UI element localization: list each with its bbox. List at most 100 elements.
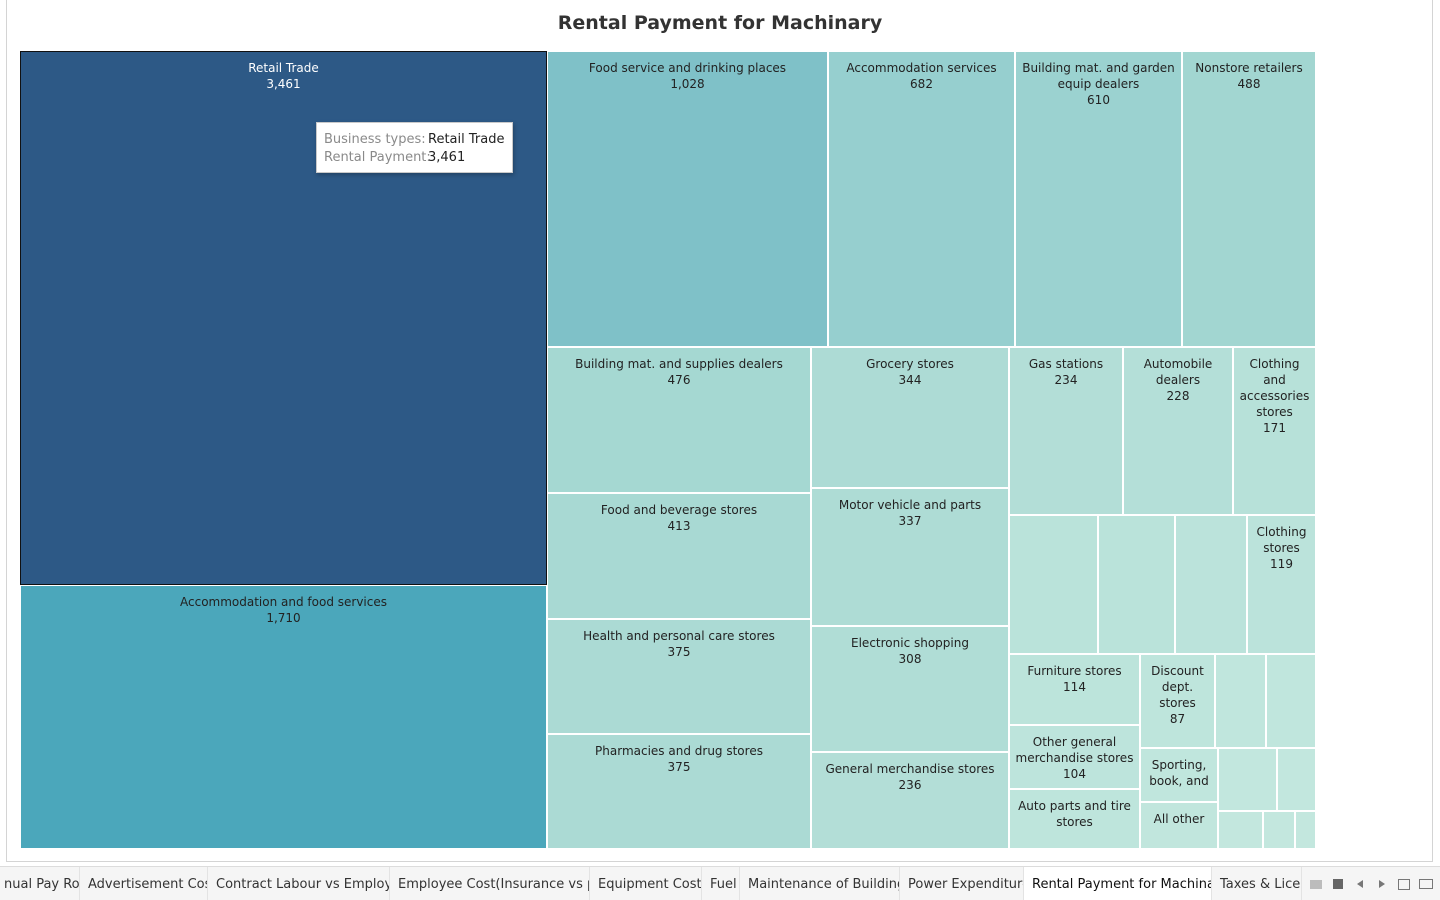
presentation-icon[interactable] bbox=[1418, 876, 1434, 892]
treemap-cell-health-and-personal-care-stores[interactable]: Health and personal care stores 375 bbox=[547, 619, 811, 734]
treemap-cell-value: 236 bbox=[898, 778, 922, 792]
treemap-cell-sporting-book-and[interactable]: Sporting, book, and bbox=[1140, 748, 1218, 802]
treemap-cell-label: Food service and drinking places bbox=[588, 61, 787, 75]
tab-employee-cost[interactable]: Employee Cost(Insurance vs pe... bbox=[390, 867, 590, 900]
treemap-cell-pharmacies-and-drug-stores[interactable]: Pharmacies and drug stores 375 bbox=[547, 734, 811, 849]
treemap-cell-value: 413 bbox=[667, 519, 691, 533]
treemap-cell-other-general-merchandise-stores[interactable]: Other general merchandise stores 104 bbox=[1009, 725, 1140, 789]
treemap-cell-label: Clothing and accessories stores bbox=[1239, 357, 1310, 419]
treemap-cell-value: 476 bbox=[667, 373, 691, 387]
treemap-cell-label: Accommodation services bbox=[846, 61, 997, 75]
treemap-cell-electronic-shopping[interactable]: Electronic shopping 308 bbox=[811, 626, 1009, 752]
tab-annual-pay-roll[interactable]: nual Pay Roll bbox=[0, 867, 80, 900]
treemap-cell-item-25[interactable] bbox=[1215, 654, 1266, 748]
treemap-cell-value: 344 bbox=[898, 373, 922, 387]
tooltip-value-rental-payment: 3,461 bbox=[428, 150, 466, 165]
tab-equipment-costs[interactable]: Equipment Costs bbox=[590, 867, 702, 900]
treemap-cell-value: 1,710 bbox=[266, 611, 301, 625]
treemap-cell-label: Automobile dealers bbox=[1143, 357, 1213, 387]
treemap-cell-item-18[interactable] bbox=[1098, 515, 1175, 654]
tab-controls bbox=[1302, 867, 1434, 900]
treemap-cell-item-33[interactable] bbox=[1295, 811, 1316, 849]
sheet-tab-bar: nual Pay Roll Advertisement Cost Contrac… bbox=[0, 866, 1440, 900]
treemap-cell-label: Food and beverage stores bbox=[600, 503, 758, 517]
treemap-cell-label: Building mat. and supplies dealers bbox=[575, 357, 783, 371]
treemap-cell-value: 682 bbox=[910, 77, 933, 91]
treemap-cell-label: Accommodation and food services bbox=[180, 595, 387, 609]
treemap-cell-label: Motor vehicle and parts bbox=[838, 498, 982, 512]
treemap-cell-value: 337 bbox=[898, 514, 922, 528]
treemap-cell-automobile-dealers[interactable]: Automobile dealers 228 bbox=[1123, 347, 1233, 515]
treemap-cell-label: Discount dept. stores bbox=[1151, 664, 1204, 710]
treemap-cell-label: Retail Trade bbox=[248, 61, 319, 75]
previous-sheet-icon[interactable] bbox=[1352, 876, 1368, 892]
tab-advertisement-cost[interactable]: Advertisement Cost bbox=[80, 867, 208, 900]
treemap-cell-general-merchandise-stores[interactable]: General merchandise stores 236 bbox=[811, 752, 1009, 849]
treemap-cell-grocery-stores[interactable]: Grocery stores 344 bbox=[811, 347, 1009, 488]
tab-taxes-licenses[interactable]: Taxes & Licen bbox=[1212, 867, 1302, 900]
treemap-cell-value: 234 bbox=[1054, 373, 1078, 387]
tooltip-key-business-type: Business types: bbox=[324, 132, 426, 147]
single-sheet-icon[interactable] bbox=[1330, 876, 1346, 892]
treemap-cell-item-17[interactable] bbox=[1009, 515, 1098, 654]
treemap-cell-item-19[interactable] bbox=[1175, 515, 1247, 654]
treemap-cell-furniture-stores[interactable]: Furniture stores 114 bbox=[1009, 654, 1140, 725]
treemap-cell-label: Building mat. and garden equip dealers bbox=[1022, 61, 1175, 91]
treemap-cell-label: Furniture stores bbox=[1027, 664, 1122, 678]
fullscreen-icon[interactable] bbox=[1396, 876, 1412, 892]
treemap-cell-gas-stations[interactable]: Gas stations 234 bbox=[1009, 347, 1123, 515]
treemap-cell-discount-dept-stores[interactable]: Discount dept. stores 87 bbox=[1140, 654, 1215, 748]
thumbnail-grid-icon[interactable] bbox=[1308, 876, 1324, 892]
treemap-cell-value: 228 bbox=[1166, 389, 1190, 403]
treemap-cell-food-and-beverage-stores[interactable]: Food and beverage stores 413 bbox=[547, 493, 811, 619]
tab-power-expenditure[interactable]: Power Expenditure bbox=[900, 867, 1024, 900]
treemap-cell-value: 308 bbox=[898, 652, 922, 666]
next-sheet-icon[interactable] bbox=[1374, 876, 1390, 892]
tooltip-key-rental-payment: Rental Payment: bbox=[324, 150, 431, 165]
treemap-cell-motor-vehicle-and-parts[interactable]: Motor vehicle and parts 337 bbox=[811, 488, 1009, 626]
treemap-cell-label: All other bbox=[1153, 812, 1205, 826]
treemap-cell-label: Pharmacies and drug stores bbox=[595, 744, 763, 758]
treemap-cell-value: 87 bbox=[1169, 712, 1186, 726]
treemap-cell-label: General merchandise stores bbox=[825, 762, 995, 776]
treemap-cell-value: 1,028 bbox=[670, 77, 705, 91]
treemap-cell-building-mat-and-garden-equip-dealers[interactable]: Building mat. and garden equip dealers 61… bbox=[1015, 51, 1182, 347]
treemap-cell-label: Gas stations bbox=[1028, 357, 1104, 371]
treemap-cell-building-mat-and-supplies-dealers[interactable]: Building mat. and supplies dealers 476 bbox=[547, 347, 811, 493]
treemap-cell-accommodation-and-food-services[interactable]: Accommodation and food services 1,710 bbox=[20, 585, 547, 849]
chart-title: Rental Payment for Machinary bbox=[557, 12, 883, 34]
treemap-cell-item-31[interactable] bbox=[1218, 811, 1263, 849]
treemap-cell-value: 375 bbox=[667, 760, 691, 774]
treemap-cell-label: Nonstore retailers bbox=[1195, 61, 1303, 75]
treemap-cell-item-29[interactable] bbox=[1218, 748, 1277, 811]
tooltip: Business types: Retail Trade Rental Payme… bbox=[316, 122, 513, 173]
treemap-cell-label: Other general merchandise stores bbox=[1015, 735, 1134, 765]
treemap-cell-clothing-stores[interactable]: Clothing stores 119 bbox=[1247, 515, 1316, 654]
tab-fuel[interactable]: Fuel bbox=[702, 867, 740, 900]
treemap-cell-value: 610 bbox=[1087, 93, 1110, 107]
treemap-cell-auto-parts-and-tire-stores[interactable]: Auto parts and tire stores bbox=[1009, 789, 1140, 849]
treemap-cell-value: 104 bbox=[1063, 767, 1086, 781]
treemap-cell-food-service-and-drinking-places[interactable]: Food service and drinking places 1,028 bbox=[547, 51, 828, 347]
treemap-cell-item-26[interactable] bbox=[1266, 654, 1316, 748]
treemap-cell-nonstore-retailers[interactable]: Nonstore retailers 488 bbox=[1182, 51, 1316, 347]
treemap-cell-value: 375 bbox=[667, 645, 691, 659]
tooltip-value-business-type: Retail Trade bbox=[428, 132, 505, 147]
treemap-cell-value: 488 bbox=[1237, 77, 1261, 91]
treemap-cell-label: Grocery stores bbox=[866, 357, 954, 371]
treemap-cell-label: Clothing stores bbox=[1256, 525, 1307, 555]
treemap-cell-clothing-and-accessories-stores[interactable]: Clothing and accessories stores 171 bbox=[1233, 347, 1316, 515]
tab-rental-payment[interactable]: Rental Payment for Machinary bbox=[1024, 867, 1212, 900]
treemap-cell-label: Auto parts and tire stores bbox=[1018, 799, 1131, 829]
tab-contract-labour[interactable]: Contract Labour vs Employee bbox=[208, 867, 390, 900]
treemap-cell-item-32[interactable] bbox=[1263, 811, 1295, 849]
treemap-cell-all-other[interactable]: All other bbox=[1140, 802, 1218, 849]
treemap-cell-item-30[interactable] bbox=[1277, 748, 1316, 811]
treemap-cell-accommodation-services[interactable]: Accommodation services 682 bbox=[828, 51, 1015, 347]
treemap-cell-value: 171 bbox=[1263, 421, 1286, 435]
treemap-cell-value: 3,461 bbox=[266, 77, 301, 91]
treemap-cell-label: Health and personal care stores bbox=[583, 629, 775, 643]
tab-maintenance-of-buildings[interactable]: Maintenance of Buildings bbox=[740, 867, 900, 900]
treemap-cell-value: 119 bbox=[1270, 557, 1293, 571]
